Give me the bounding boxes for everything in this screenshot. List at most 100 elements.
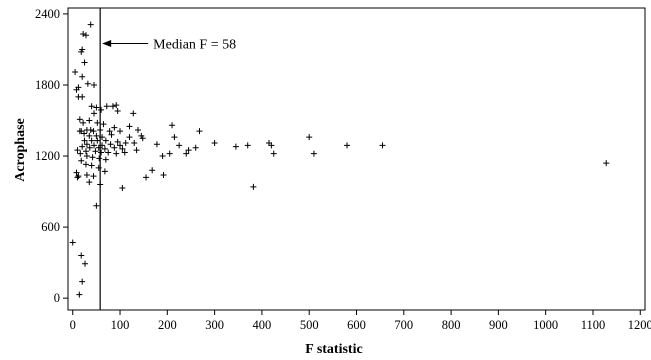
data-point (114, 138, 121, 145)
data-point (310, 150, 317, 157)
data-point (160, 171, 167, 178)
data-point (107, 141, 114, 148)
data-point (108, 131, 115, 138)
data-point (83, 153, 90, 160)
data-point (91, 142, 98, 149)
data-point (143, 174, 150, 181)
data-point (84, 80, 91, 87)
data-point (153, 141, 160, 148)
data-point (86, 179, 93, 186)
y-axis: 0 600 1200 1800 2400 (35, 7, 68, 305)
x-tick-label: 1100 (581, 318, 606, 332)
data-point (244, 142, 251, 149)
data-point (73, 86, 80, 93)
data-point (77, 150, 84, 157)
x-tick-label: 600 (347, 318, 366, 332)
data-point (87, 21, 94, 28)
y-tick-label: 1800 (35, 78, 60, 92)
y-tick-label: 600 (41, 220, 60, 234)
data-point (80, 119, 87, 126)
data-point (98, 106, 105, 113)
data-point (94, 137, 101, 144)
data-point (139, 135, 146, 142)
data-point (117, 128, 124, 135)
data-point (90, 128, 97, 135)
x-tick-label: 1000 (533, 318, 558, 332)
data-point (78, 252, 85, 259)
y-tick-label: 0 (54, 291, 60, 305)
data-point (117, 142, 124, 149)
data-point (102, 156, 109, 163)
data-point (76, 291, 83, 298)
annotation-arrowhead (102, 40, 112, 48)
data-point (91, 81, 98, 88)
x-axis-title: F statistic (305, 342, 362, 357)
data-point (185, 147, 192, 154)
data-point (113, 102, 120, 109)
data-point (344, 142, 351, 149)
data-point (88, 103, 95, 110)
data-point (603, 160, 610, 167)
data-point (81, 59, 88, 66)
data-point (109, 103, 116, 110)
data-point (111, 144, 118, 151)
data-point (166, 150, 173, 157)
data-point (86, 117, 93, 124)
data-point (79, 73, 86, 80)
data-point (82, 32, 89, 39)
data-point (76, 116, 83, 123)
data-point (379, 142, 386, 149)
x-tick-label: 200 (158, 318, 177, 332)
data-point (122, 140, 129, 147)
data-point (74, 147, 81, 154)
data-point (119, 185, 126, 192)
data-point (130, 110, 137, 117)
data-point (88, 162, 95, 169)
data-point (79, 93, 86, 100)
data-point (114, 108, 121, 115)
data-point (211, 140, 218, 147)
data-point (183, 150, 190, 157)
data-point (126, 134, 133, 141)
data-point (86, 132, 93, 139)
data-point (79, 143, 86, 150)
data-point (101, 168, 108, 175)
data-point (72, 68, 79, 75)
x-tick-label: 300 (205, 318, 224, 332)
data-point (106, 128, 113, 135)
data-point (86, 144, 93, 151)
data-point (82, 260, 89, 267)
y-tick-label: 2400 (35, 7, 60, 21)
x-tick-label: 700 (394, 318, 413, 332)
data-point (87, 126, 94, 133)
data-point (73, 169, 80, 176)
data-point (100, 121, 107, 128)
data-point (102, 137, 109, 144)
data-point (159, 153, 166, 160)
data-point (74, 174, 81, 181)
data-point (232, 143, 239, 150)
data-point (83, 171, 90, 178)
x-tick-label: 800 (442, 318, 461, 332)
data-point (90, 173, 97, 180)
data-point (81, 137, 88, 144)
data-point (192, 144, 199, 151)
data-point (306, 134, 313, 141)
data-point (105, 149, 112, 156)
data-point (111, 124, 118, 131)
data-point (93, 132, 100, 139)
data-point (126, 123, 133, 130)
data-point (176, 142, 183, 149)
data-point (91, 110, 98, 117)
y-tick-label: 1200 (35, 149, 60, 163)
data-point (80, 31, 87, 38)
median-annotation: Median F = 58 (153, 38, 236, 53)
data-point (171, 134, 178, 141)
data-point (270, 150, 277, 157)
plot-frame (67, 7, 646, 311)
data-point (113, 150, 120, 157)
data-point (78, 157, 85, 164)
data-point (75, 173, 82, 180)
data-point (82, 148, 89, 155)
